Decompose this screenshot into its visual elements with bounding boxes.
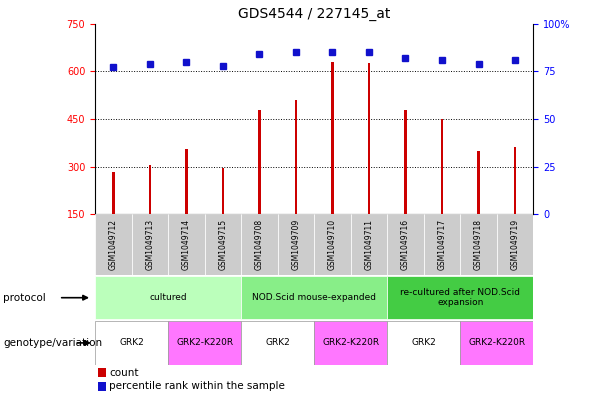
Text: GSM1049708: GSM1049708 (255, 219, 264, 270)
Text: GSM1049711: GSM1049711 (365, 219, 373, 270)
Text: GRK2-K220R: GRK2-K220R (176, 338, 233, 347)
Bar (387, 214, 424, 275)
Text: GSM1049712: GSM1049712 (109, 219, 118, 270)
Bar (97, 382, 105, 391)
Text: count: count (110, 367, 139, 378)
Bar (331, 62, 333, 214)
Bar (314, 321, 387, 365)
Text: GSM1049716: GSM1049716 (401, 219, 410, 270)
Text: GRK2-K220R: GRK2-K220R (322, 338, 379, 347)
Bar (241, 214, 278, 275)
Text: GRK2: GRK2 (119, 338, 144, 347)
Text: GSM1049714: GSM1049714 (182, 219, 191, 270)
Text: GSM1049713: GSM1049713 (145, 219, 154, 270)
Bar (387, 321, 460, 365)
Bar (168, 214, 205, 275)
Text: re-cultured after NOD.Scid
expansion: re-cultured after NOD.Scid expansion (400, 288, 520, 307)
Text: GRK2: GRK2 (265, 338, 290, 347)
Text: protocol: protocol (3, 293, 46, 303)
Bar (351, 214, 387, 275)
Bar (387, 276, 533, 320)
Text: percentile rank within the sample: percentile rank within the sample (110, 381, 286, 391)
Bar (132, 214, 168, 275)
Text: GSM1049719: GSM1049719 (511, 219, 520, 270)
Text: GSM1049709: GSM1049709 (291, 219, 300, 270)
Text: NOD.Scid mouse-expanded: NOD.Scid mouse-expanded (252, 293, 376, 302)
Bar (168, 321, 241, 365)
Bar (404, 110, 407, 214)
Text: GSM1049718: GSM1049718 (474, 219, 483, 270)
Bar (460, 214, 497, 275)
Bar (460, 321, 533, 365)
Bar (148, 165, 151, 214)
Title: GDS4544 / 227145_at: GDS4544 / 227145_at (238, 7, 390, 21)
Text: GSM1049715: GSM1049715 (218, 219, 227, 270)
Bar (241, 321, 314, 365)
Bar (424, 214, 460, 275)
Text: GRK2: GRK2 (411, 338, 436, 347)
Bar (241, 276, 387, 320)
Bar (95, 214, 132, 275)
Bar (112, 172, 115, 214)
Bar (97, 368, 105, 377)
Text: GSM1049717: GSM1049717 (438, 219, 446, 270)
Bar (278, 214, 314, 275)
Bar (441, 119, 443, 214)
Bar (258, 110, 261, 214)
Text: GRK2-K220R: GRK2-K220R (468, 338, 525, 347)
Bar (185, 149, 188, 214)
Bar (314, 214, 351, 275)
Text: genotype/variation: genotype/variation (3, 338, 102, 348)
Text: cultured: cultured (149, 293, 187, 302)
Bar (205, 214, 241, 275)
Bar (221, 168, 224, 214)
Bar (95, 321, 168, 365)
Bar (478, 151, 480, 214)
Bar (497, 214, 533, 275)
Bar (368, 63, 370, 214)
Text: GSM1049710: GSM1049710 (328, 219, 337, 270)
Bar (295, 100, 297, 214)
Bar (95, 276, 241, 320)
Bar (514, 147, 516, 214)
